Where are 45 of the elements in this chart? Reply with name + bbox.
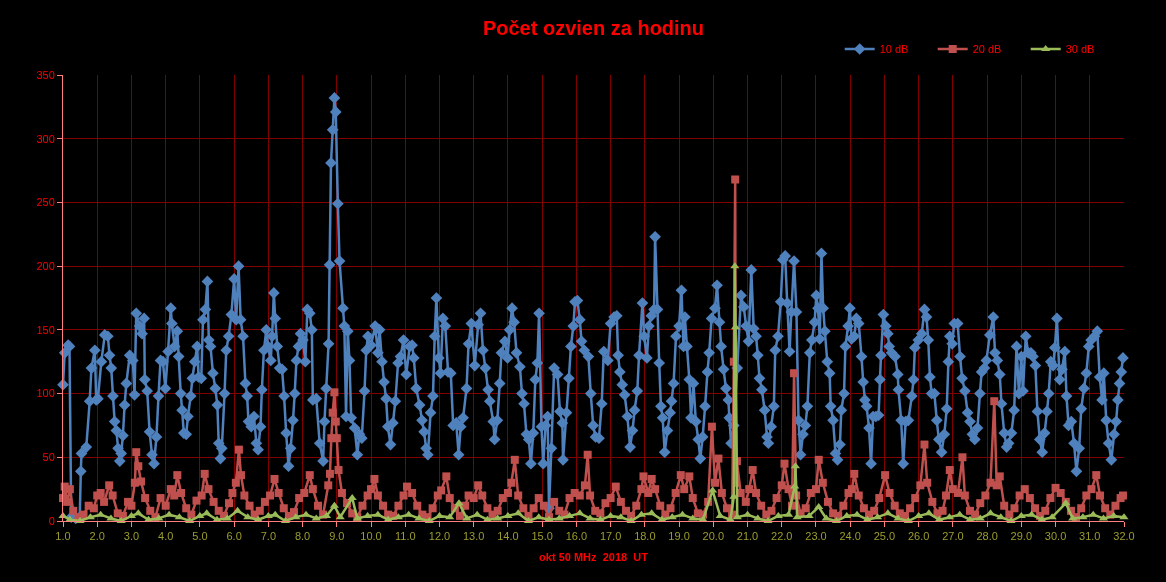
x-tick-label: 20.0 — [702, 530, 724, 543]
x-tick-label: 5.0 — [192, 530, 208, 543]
x-tick-label: 16.0 — [565, 530, 588, 543]
x-tick-label: 24.0 — [839, 530, 861, 543]
x-tick-label: 9.0 — [329, 530, 345, 543]
x-tick-label: 21.0 — [736, 530, 759, 543]
legend-label: 30 dB — [1065, 43, 1095, 56]
x-tick-label: 7.0 — [260, 530, 276, 543]
x-tick-label: 8.0 — [294, 530, 311, 543]
y-tick-label: 50 — [42, 451, 55, 464]
x-axis-title: okt 50 MHz 2018 UT — [539, 551, 649, 564]
x-tick-label: 32.0 — [1113, 530, 1135, 543]
x-tick-label: 25.0 — [873, 530, 896, 543]
y-tick-label: 150 — [36, 323, 55, 336]
x-tick-label: 19.0 — [668, 530, 690, 543]
legend-label: 20 dB — [972, 43, 1002, 56]
chart-title: Počet ozvien za hodinu — [482, 17, 705, 39]
y-tick-label: 0 — [48, 514, 55, 527]
x-tick-label: 26.0 — [907, 530, 930, 543]
x-tick-label: 27.0 — [942, 530, 964, 543]
x-tick-label: 22.0 — [771, 530, 793, 543]
x-tick-label: 17.0 — [599, 530, 622, 543]
x-tick-label: 31.0 — [1079, 530, 1101, 543]
x-tick-label: 4.0 — [158, 530, 174, 543]
y-tick-label: 350 — [36, 68, 55, 81]
x-tick-label: 29.0 — [1010, 530, 1033, 543]
x-tick-label: 10.0 — [360, 530, 382, 543]
x-tick-label: 2.0 — [89, 530, 105, 543]
x-tick-label: 12.0 — [428, 530, 451, 543]
x-tick-label: 28.0 — [976, 530, 998, 543]
y-tick-label: 100 — [36, 387, 55, 400]
x-tick-label: 23.0 — [805, 530, 827, 543]
x-tick-label: 13.0 — [463, 530, 485, 543]
x-tick-label: 1.0 — [55, 530, 71, 543]
x-tick-label: 3.0 — [123, 530, 140, 543]
x-tick-label: 18.0 — [634, 530, 656, 543]
legend-label: 10 dB — [879, 43, 909, 56]
y-tick-label: 250 — [36, 196, 55, 209]
x-tick-label: 11.0 — [394, 530, 416, 543]
x-tick-label: 30.0 — [1044, 530, 1067, 543]
y-tick-label: 200 — [36, 259, 55, 272]
y-tick-label: 300 — [36, 132, 55, 145]
x-tick-label: 14.0 — [497, 530, 519, 543]
x-tick-label: 15.0 — [531, 530, 553, 543]
x-tick-label: 6.0 — [226, 530, 242, 543]
